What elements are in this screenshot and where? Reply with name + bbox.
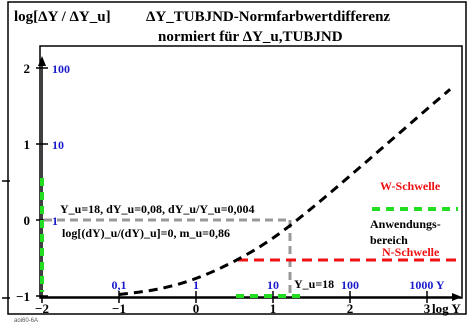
chart-title-line1: ΔY_TUBJND-Normfarbwertdifferenz xyxy=(146,9,390,25)
x-tick-label: 2 xyxy=(347,301,354,316)
x-tick-label-linear: 0,1 xyxy=(112,278,127,292)
y-tick-label: −1 xyxy=(16,289,30,304)
y-tick-label: 2 xyxy=(24,61,31,76)
y-tick-label-linear: 10 xyxy=(52,138,64,152)
x-axis-arrow xyxy=(452,293,462,301)
x-tick-label: 3 xyxy=(424,301,431,316)
y-tick-label: 1 xyxy=(24,137,31,152)
n-schwelle-label: N-Schwelle xyxy=(382,245,440,259)
x-tick-label-linear: 1 xyxy=(193,278,199,292)
x-tick-label: −1 xyxy=(112,301,126,316)
x-axis-label: log Y xyxy=(432,301,461,316)
x-tick-label: 1 xyxy=(270,301,277,316)
anwendungsbereich-label-1: Anwendungs- xyxy=(370,217,441,231)
annotation-log: log[(dY)_u/(dY)_u]=0, m_u=0,86 xyxy=(62,226,230,240)
x-ticks: −2 −1 0,1 0 1 1 10 2 100 3 1000 Y xyxy=(35,278,445,316)
y-tick-label-linear: 100 xyxy=(52,62,70,76)
y-axis-arrow xyxy=(38,56,46,66)
x-tick-label: −2 xyxy=(35,301,49,316)
x-tick-label: 0 xyxy=(193,301,200,316)
w-schwelle-label: W-Schwelle xyxy=(380,179,441,193)
annotation-yu: Y_u=18 xyxy=(294,277,334,291)
x-tick-label-linear: 10 xyxy=(267,278,279,292)
outer-frame xyxy=(7,1,467,315)
y-ticks: −1 0 1 1 10 2 100 xyxy=(16,61,70,304)
anwendungsbereich-label-2: bereich xyxy=(370,233,408,247)
annotation-values: Y_u=18, dY_u=0,08, dY_u/Y_u=0,004 xyxy=(60,202,255,216)
chart-title-line2: normiert für ΔY_u,TUBJND xyxy=(158,29,343,45)
y-tick-label-linear: 1 xyxy=(52,214,58,228)
y-tick-label: 0 xyxy=(24,213,31,228)
x-tick-label-linear: 1000 Y xyxy=(409,278,445,292)
series-line xyxy=(118,88,452,296)
x-tick-label-linear: 100 xyxy=(341,278,359,292)
footer-code: aoi60-6A xyxy=(14,318,38,324)
y-axis-title: log[ΔY / ΔY_u] xyxy=(14,9,111,25)
